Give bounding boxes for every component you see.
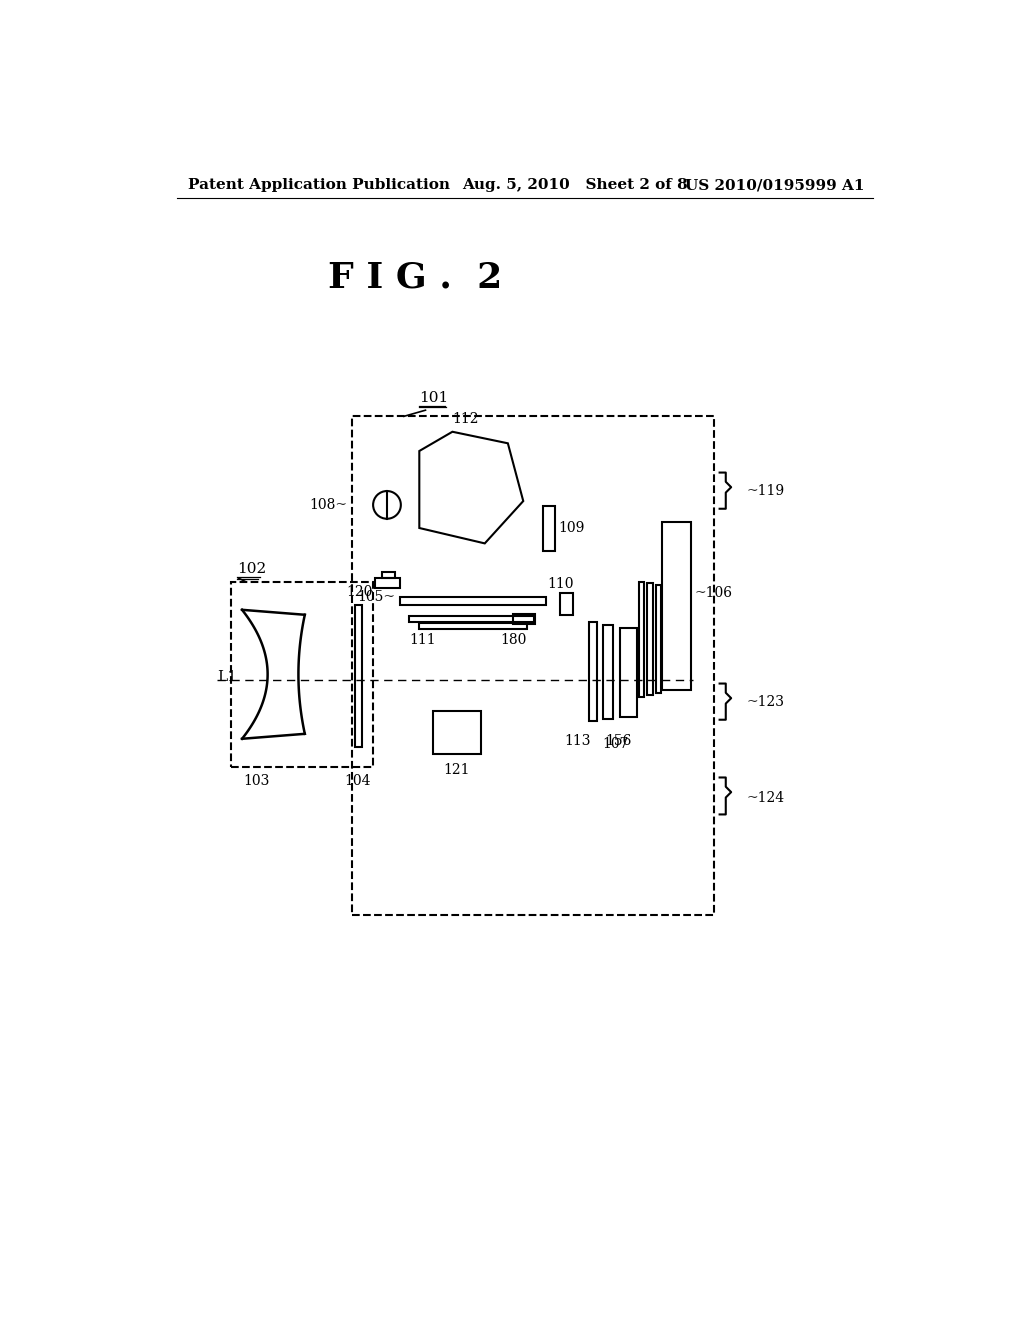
- Bar: [352, 416, 714, 915]
- Bar: [376, 578, 400, 589]
- Bar: [513, 614, 535, 624]
- Bar: [410, 615, 535, 622]
- Text: F I G .  2: F I G . 2: [329, 261, 503, 294]
- Bar: [621, 628, 637, 717]
- Text: ~123: ~123: [746, 696, 784, 709]
- Text: 110: 110: [547, 577, 573, 591]
- Text: 121: 121: [443, 763, 470, 777]
- Bar: [230, 582, 373, 767]
- Text: US 2010/0195999 A1: US 2010/0195999 A1: [685, 178, 864, 193]
- Text: ~106: ~106: [694, 586, 732, 601]
- Bar: [543, 507, 555, 552]
- Text: 180: 180: [500, 634, 526, 648]
- Text: 108~: 108~: [309, 498, 348, 512]
- Text: 105~: 105~: [357, 590, 395, 605]
- Bar: [603, 626, 613, 719]
- Bar: [400, 597, 547, 605]
- Text: 111: 111: [410, 634, 436, 648]
- Bar: [647, 583, 652, 696]
- Text: 109: 109: [558, 521, 585, 535]
- Bar: [560, 594, 572, 615]
- Text: 103: 103: [243, 775, 269, 788]
- Text: 112: 112: [453, 412, 479, 425]
- Bar: [419, 623, 527, 628]
- Bar: [655, 585, 662, 693]
- Text: ~119: ~119: [746, 484, 784, 498]
- Bar: [639, 582, 644, 697]
- Bar: [355, 605, 362, 747]
- Text: 107: 107: [602, 738, 629, 751]
- Text: Patent Application Publication: Patent Application Publication: [188, 178, 451, 193]
- Text: 113: 113: [564, 734, 591, 748]
- Text: 102: 102: [237, 562, 266, 576]
- Bar: [662, 521, 691, 689]
- Text: 120: 120: [346, 585, 373, 599]
- Bar: [590, 622, 597, 721]
- Text: 156: 156: [605, 734, 631, 748]
- Text: 101: 101: [419, 391, 449, 405]
- Text: Aug. 5, 2010   Sheet 2 of 8: Aug. 5, 2010 Sheet 2 of 8: [462, 178, 687, 193]
- Text: ~124: ~124: [746, 791, 784, 804]
- Bar: [433, 711, 481, 754]
- Bar: [387, 490, 403, 520]
- Text: L1: L1: [217, 669, 237, 684]
- Bar: [382, 572, 395, 578]
- Text: 104: 104: [344, 775, 371, 788]
